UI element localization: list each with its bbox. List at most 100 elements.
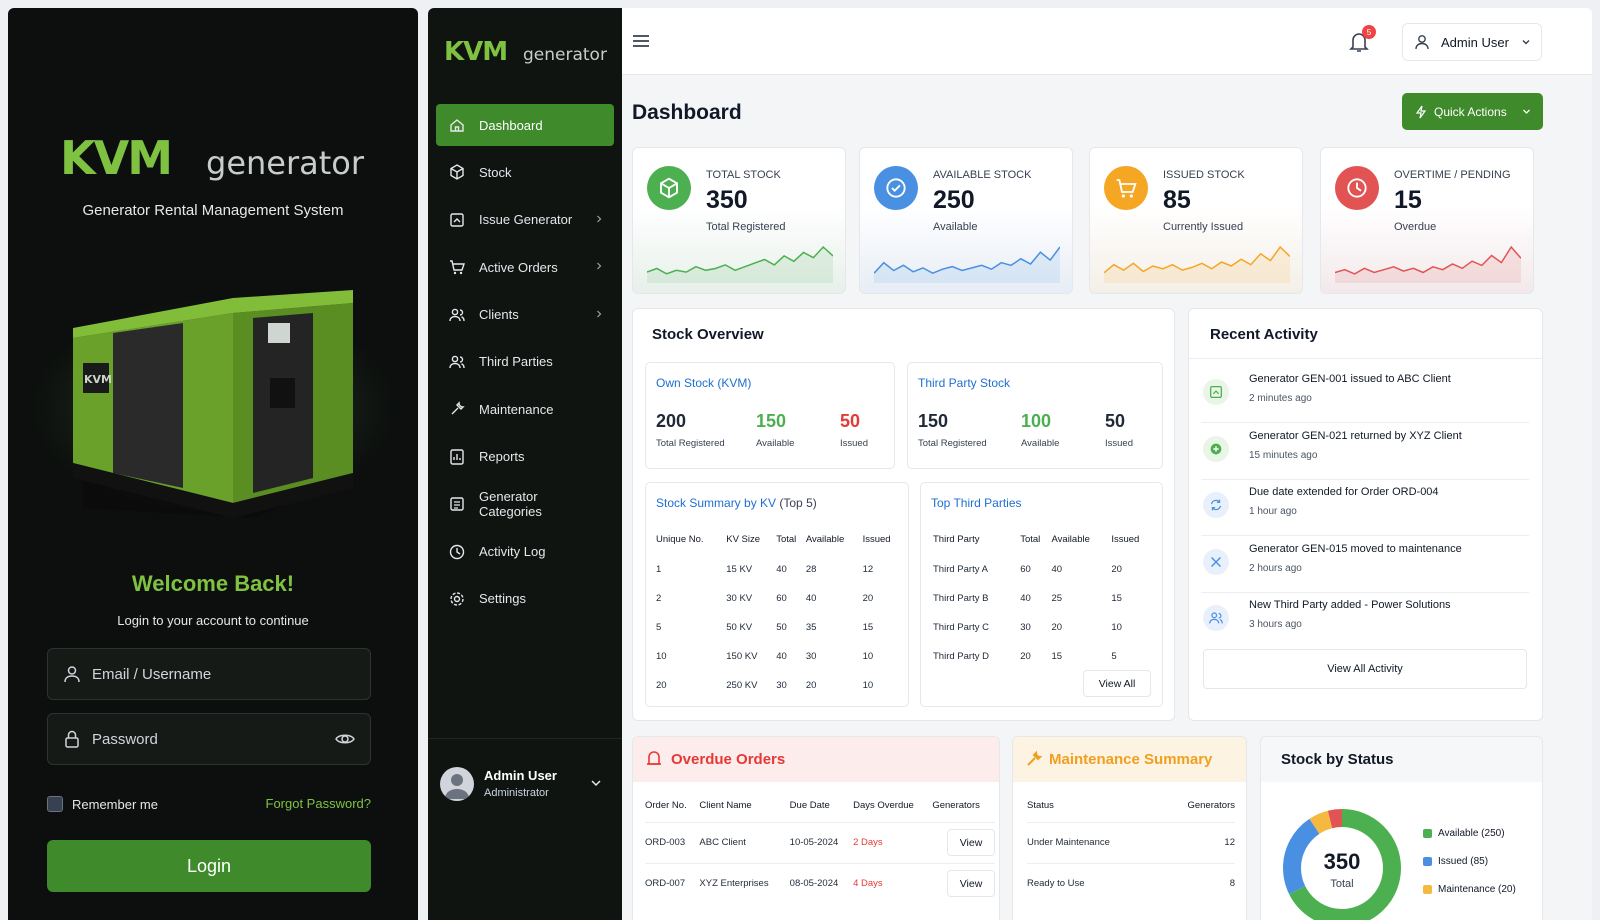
activity-time: 2 hours ago xyxy=(1249,562,1302,574)
welcome-subtitle: Login to your account to continue xyxy=(117,613,309,628)
sidebar-item-label: Third Parties xyxy=(479,354,553,370)
bell-icon[interactable] xyxy=(1348,30,1370,54)
third-total: 150 Total Registered xyxy=(918,411,987,449)
tp-cell: 20 xyxy=(1111,564,1122,575)
home-icon xyxy=(450,119,464,132)
box-icon xyxy=(660,177,678,199)
clock-icon xyxy=(449,544,465,559)
activity-item[interactable]: New Third Party added - Power Solutions 3… xyxy=(1201,595,1531,651)
sidebar-user[interactable]: Admin User Administrator xyxy=(428,738,622,828)
kvm-logo: KVM generator xyxy=(60,132,365,185)
email-field[interactable] xyxy=(47,648,371,700)
chevron-down-icon xyxy=(1522,40,1530,45)
email-input[interactable] xyxy=(92,665,356,683)
forgot-password-link[interactable]: Forgot Password? xyxy=(265,796,372,811)
activity-icon xyxy=(1203,379,1229,405)
maintenance-summary-card: Maintenance Summary Status Generators Und… xyxy=(1012,736,1247,920)
sparkline-area xyxy=(647,247,833,283)
table-row: ORD-003 ABC Client 10-05-2024 2 Days View xyxy=(645,822,995,863)
remember-checkbox[interactable] xyxy=(47,796,63,812)
users-icon xyxy=(449,355,465,369)
kv-header: Available xyxy=(805,533,845,545)
user-menu-button[interactable]: Admin User xyxy=(1402,23,1542,61)
status-header xyxy=(1261,737,1542,782)
sidebar-item-label: Maintenance xyxy=(479,401,554,417)
sidebar-item-settings[interactable]: Settings xyxy=(436,578,614,620)
sidebar-item-clients[interactable]: Clients xyxy=(436,294,614,336)
tp-cell: 40 xyxy=(1020,593,1031,604)
kv-cell: 40 xyxy=(805,593,817,604)
login-button[interactable]: Login xyxy=(47,840,371,892)
tp-header: Total xyxy=(1020,533,1041,545)
divider xyxy=(1201,478,1529,480)
tp-cell: 20 xyxy=(1020,651,1031,662)
sidebar-item-generator-categories[interactable]: Generator Categories xyxy=(436,483,614,525)
view-order-button[interactable]: View xyxy=(947,829,995,856)
activity-item[interactable]: Generator GEN-001 issued to ABC Client 2 … xyxy=(1201,369,1531,425)
sidebar-item-reports[interactable]: Reports xyxy=(436,436,614,478)
sidebar-item-active-orders[interactable]: Active Orders xyxy=(436,246,614,288)
legend-item: Maintenance (20) xyxy=(1423,884,1516,895)
third-available: 100 Available xyxy=(1021,411,1060,449)
kv-cell: 15 xyxy=(862,622,874,633)
remember-me[interactable]: Remember me xyxy=(47,796,158,812)
maint-status: Under Maintenance xyxy=(1027,837,1110,848)
kv-cell: 20 xyxy=(805,680,817,691)
chevron-right-icon xyxy=(597,310,602,317)
legend-swatch xyxy=(1423,829,1432,838)
sidebar-item-issue-generator[interactable]: Issue Generator xyxy=(436,199,614,241)
plus-circle-icon xyxy=(1210,443,1222,454)
table-row: ORD-007 XYZ Enterprises 08-05-2024 4 Days Vi… xyxy=(645,863,995,904)
sidebar: KVM generator Dashboard Stock Issue Genera… xyxy=(428,8,622,920)
stock-overview-title: Stock Overview xyxy=(652,326,764,343)
donut-slice xyxy=(1283,809,1401,920)
table-row: 10 150 KV 40 30 10 xyxy=(656,642,904,671)
kv-cell: 30 xyxy=(776,680,787,691)
kv-cell: 30 xyxy=(805,651,817,662)
view-all-activity-button[interactable]: View All Activity xyxy=(1203,649,1527,689)
cart-icon xyxy=(450,260,465,275)
maint-count: 12 xyxy=(1224,837,1235,848)
own-total: 200 Total Registered xyxy=(656,411,725,449)
sidebar-item-dashboard[interactable]: Dashboard xyxy=(436,104,614,146)
view-all-button[interactable]: View All xyxy=(1083,670,1151,697)
eye-icon[interactable] xyxy=(334,728,356,750)
stat-sparkline xyxy=(1104,245,1290,283)
sparkline-area xyxy=(1104,247,1290,283)
legend-swatch xyxy=(1423,885,1432,894)
welcome-heading: Welcome Back! xyxy=(131,571,295,596)
tp-cell: 20 xyxy=(1051,622,1063,633)
activity-item[interactable]: Generator GEN-015 moved to maintenance 2 … xyxy=(1201,539,1531,595)
sidebar-item-maintenance[interactable]: Maintenance xyxy=(436,388,614,430)
view-order-button[interactable]: View xyxy=(947,870,995,898)
overdue-days: 4 Days xyxy=(853,878,883,890)
overdue-due: 10-05-2024 xyxy=(789,837,839,848)
quick-actions-button[interactable]: Quick Actions xyxy=(1402,93,1543,130)
chevron-down-icon[interactable] xyxy=(590,777,602,789)
overdue-action-cell: View xyxy=(932,863,995,904)
overdue-header-cell: Due Date xyxy=(789,800,830,812)
table-row: 1 15 KV 40 28 12 xyxy=(656,555,904,584)
activity-item[interactable]: Due date extended for Order ORD-004 1 hou… xyxy=(1201,482,1531,538)
legend-item: Available (250) xyxy=(1423,828,1505,839)
activity-item[interactable]: Generator GEN-021 returned by XYZ Client… xyxy=(1201,426,1531,482)
box-icon xyxy=(450,164,464,181)
sparkline-area xyxy=(874,247,1060,283)
quick-actions-label: Quick Actions xyxy=(1434,104,1507,119)
user-menu-label: Admin User xyxy=(1441,34,1509,50)
kv-cell: 40 xyxy=(776,564,787,575)
tp-cell: 10 xyxy=(1111,622,1122,633)
menu-icon[interactable] xyxy=(632,33,650,49)
password-input[interactable] xyxy=(92,730,334,748)
kv-cell: 10 xyxy=(862,680,874,691)
sidebar-item-stock[interactable]: Stock xyxy=(436,151,614,193)
password-field[interactable] xyxy=(47,713,371,765)
stat-subtitle: Overdue xyxy=(1394,221,1437,233)
kv-cell: 30 KV xyxy=(726,593,753,604)
sidebar-item-third-parties[interactable]: Third Parties xyxy=(436,341,614,383)
sidebar-item-activity-log[interactable]: Activity Log xyxy=(436,531,614,573)
maint-header-status: Status xyxy=(1027,800,1054,812)
kv-cell: 60 xyxy=(776,593,787,604)
stat-card-available-stock: AVAILABLE STOCK 250 Available xyxy=(859,147,1073,294)
main-content: 5 Admin User Dashboard Quick Actions Sto… xyxy=(622,8,1592,920)
